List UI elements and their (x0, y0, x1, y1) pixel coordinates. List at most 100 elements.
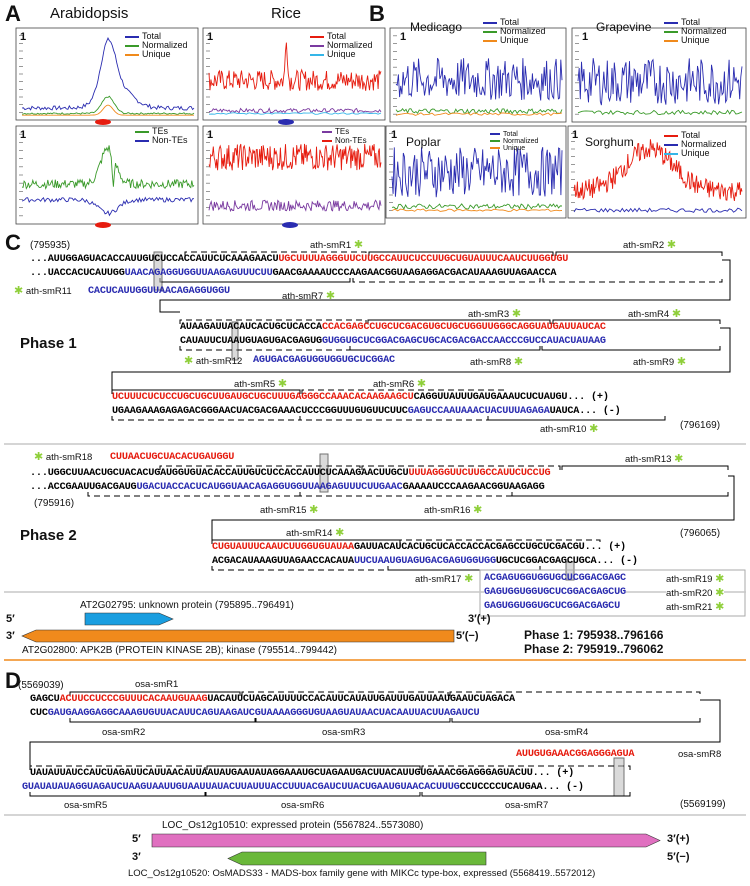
sequence-segment: ... (+) (532, 768, 575, 779)
sirna-bracket (552, 319, 721, 324)
gene-label-os12g10510: LOC_Os12g10510: expressed protein (55678… (162, 820, 424, 831)
sirna-bracket (421, 792, 631, 797)
label-ath-smR15: ath-smR15 (260, 505, 307, 516)
label-ath-smR20: ath-smR20 (666, 588, 713, 599)
legend-normalized: Normalized (142, 40, 188, 50)
smr-label: ath-smR6 ✱ (373, 378, 427, 390)
legend-normalized: Normalized (681, 26, 727, 36)
plot-frame (567, 125, 747, 219)
label-osa-smR8: osa-smR8 (678, 749, 722, 760)
gene-arrow-at2g02800 (21, 629, 455, 643)
seq-row: CUUAACUGCUACACUGAUGGU (110, 452, 234, 464)
sirna-bracket (301, 389, 506, 394)
sequence-segment: UACAUUCUAGCAUUUUCCACAUUCAUAUUGAUUUGAUUAA… (207, 694, 515, 705)
seq-row: UAUAUUAUCCAUCUAGAUUCAUUAACAUUAAUAUGAAUAU… (30, 768, 574, 780)
strand-end-3: 3′ (6, 630, 15, 642)
label-ath-smR19: ath-smR19 (666, 574, 713, 585)
sirna-bracket (541, 346, 721, 351)
seq-row: ACGAGUGGUGGUGCUCGGACGAGC (484, 573, 626, 585)
legend-total: Total (681, 130, 701, 140)
species-title-medicago: Medicago (410, 20, 463, 34)
phase-highlight (231, 321, 239, 361)
label-ath-smR12: ath-smR12 (195, 356, 243, 367)
sequence-segment: ... (30, 482, 48, 493)
label-ath-smR5: ath-smR5 (234, 379, 276, 390)
label-osa-smR4: osa-smR4 (545, 727, 589, 738)
axis-one-label: 1 (391, 129, 398, 141)
gene-label-at2g02795: AT2G02795: unknown protein (795895..7964… (80, 600, 294, 611)
axis-one-label: 1 (20, 31, 27, 43)
label-ath-smR8: ath-smR8 (470, 357, 512, 368)
label-ath-smR17: ath-smR17 (415, 574, 462, 585)
sequence-segment: AUUGGAGUACACCAUUGUCUCCACCAUUCUCAAAGAACU (47, 254, 279, 265)
gene-label-os12g10520: LOC_Os12g10520: OsMADS33 - MADS-box fami… (128, 868, 596, 879)
locus-marker (95, 119, 111, 125)
gene-label-at2g02800: AT2G02800: APK2B (PROTEIN KINASE 2B); ki… (22, 645, 337, 656)
sirna-bracket (561, 465, 729, 470)
label-osa-smR5: osa-smR5 (64, 800, 108, 811)
sequence-segment: GAACGAAAAUCCCAAGAACGGUAAGAGGACGACAUAAAGU… (272, 268, 557, 279)
legend-unique: Unique (500, 35, 529, 45)
coord-c-p1-end: (796169) (680, 420, 721, 431)
plot-trace (573, 139, 743, 201)
sirna-segment: UUUAGGGUUCUUGCCAUUCUCCUG (408, 468, 551, 479)
sirna-segment: ACUUCCUCCCGUUUCACAAUGUAAG (59, 694, 208, 705)
sirna-segment: UGCUUUUAGGGUUCUUGCCAUUCUCCUUGCUGUAUUUCAA… (278, 254, 569, 265)
sequence-segment: ... (30, 468, 48, 479)
strand-end-3plus: 3′(+) (468, 613, 491, 625)
sequence-segment: ACGACAUAAAGUUAGAACCACAUA (212, 556, 354, 567)
smr-box (479, 569, 746, 617)
legend-rice: Total Normalized Unique (310, 32, 373, 59)
smr-label: ✱ ath-smR12 (184, 355, 243, 367)
seq-row: GAGUGGUGGUGCUCGGACGAGCU (484, 601, 620, 613)
smr-label: ✱ ath-smR11 (14, 285, 72, 297)
sequence-segment: ... (-) (579, 406, 621, 417)
species-title-rice: Rice (271, 5, 302, 22)
smr-label: ath-smR17 ✱ (415, 573, 474, 585)
sirna-bracket (451, 718, 701, 723)
strand-link (211, 475, 735, 540)
sequence-segment: CUC (30, 708, 48, 719)
strand-end-5: 5′ (6, 613, 15, 625)
axis-one-label: 1 (20, 129, 27, 141)
sirna-bracket (399, 539, 601, 544)
legend-arabidopsis: Total Normalized Unique (125, 32, 188, 59)
seq-row: CUGUAUUUCAAUCUUGGUGUAUAAGAUUACAUCACUGCUC… (212, 542, 626, 554)
sequence-segment: AUAAGAUUACAUCACUGCUCACCA (180, 322, 322, 333)
legend-unique: Unique (327, 49, 356, 59)
phase-highlight (613, 757, 625, 797)
sequence-segment: CAGGUUAUUUGAUGAAAUCUCUAUGU (413, 392, 568, 403)
strand-end-3: 3′ (132, 851, 141, 863)
strand-end-5minus: 5′(−) (667, 851, 690, 863)
sirna-bracket (205, 792, 421, 797)
sirna-segment-antisense: GAGUCCAAUAAACUACUUUAGAGA (407, 406, 550, 417)
label-ath-smR16: ath-smR16 (424, 505, 471, 516)
legend-grapevine: Total Normalized Unique (664, 18, 727, 45)
legend-total: Total (503, 131, 518, 138)
legend-total: Total (681, 17, 701, 27)
axis-one-label: 1 (207, 31, 214, 43)
plot-trace (391, 203, 563, 210)
sequence-segment: UGAAGAAAGAGAGACGGGAACUACGACGAAACUCCCGGUU… (112, 406, 408, 417)
species-title-sorghum: Sorghum (585, 135, 634, 149)
smr-label: ath-smR19 ✱ (666, 573, 725, 585)
strand-end-3plus: 3′(+) (667, 833, 690, 845)
plot-trace (577, 109, 743, 116)
legend-total: Total (500, 17, 520, 27)
seq-row: CAUAUUCUAAUGUAGUGACGAGUGGUGGUGCUCGGACGAG… (180, 336, 606, 348)
sirna-bracket (349, 346, 541, 351)
sirna-bracket (421, 765, 631, 770)
legend-non-tes: Non-TEs (152, 135, 188, 145)
label-osa-smR6: osa-smR6 (281, 800, 325, 811)
sirna-segment-antisense: UUCUAAUGUAGUGACGAGUGGUGG (353, 556, 496, 567)
label-ath-smR1: ath-smR1 (310, 240, 352, 251)
sirna-bracket (159, 465, 361, 470)
sirna-segment-antisense: GUAUAUAUAGGUAGAUCUAAGUAAUUGUAAUUAUACUUAU… (22, 782, 460, 793)
coord-d-start: (5569039) (18, 680, 64, 691)
plot-trace (208, 112, 382, 115)
sequence-segment: ... (30, 268, 48, 279)
sirna-bracket (184, 251, 367, 256)
sirna-segment-antisense: UAACAGAGGUGGUUAAGAGUUUCUU (124, 268, 273, 279)
strand-end-5: 5′ (132, 833, 141, 845)
